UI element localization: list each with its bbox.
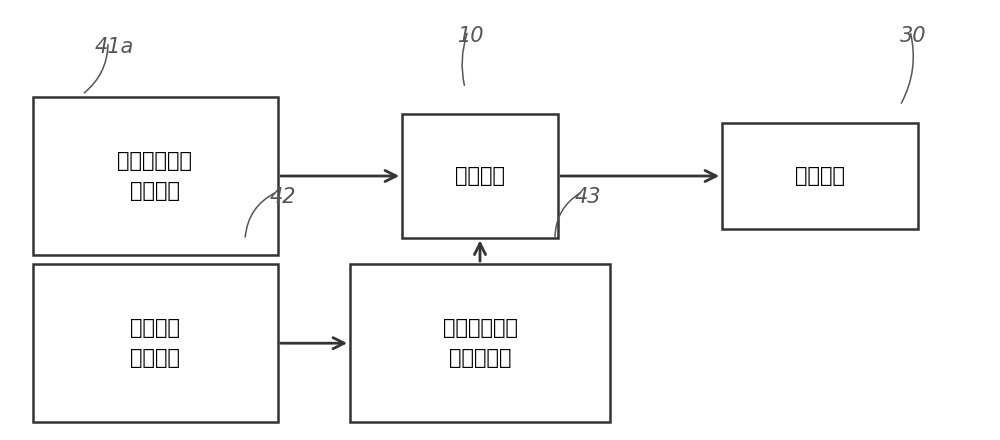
Text: 呼吸信号特征
点提取单元: 呼吸信号特征 点提取单元 [442, 319, 518, 368]
Text: 心跳节律信号
获取单元: 心跳节律信号 获取单元 [118, 151, 192, 201]
Text: 30: 30 [900, 26, 926, 46]
Text: 41a: 41a [95, 37, 134, 57]
Text: 呼吸信号
获取单元: 呼吸信号 获取单元 [130, 319, 180, 368]
Bar [32, 97, 278, 255]
Text: 42: 42 [270, 187, 296, 207]
Bar [402, 114, 558, 238]
Bar [32, 264, 278, 422]
Text: 43: 43 [575, 187, 602, 207]
Bar [722, 123, 918, 229]
Text: 控制单元: 控制单元 [455, 166, 505, 186]
Text: 10: 10 [458, 26, 484, 46]
Text: 反馈单元: 反馈单元 [795, 166, 845, 186]
Bar [350, 264, 610, 422]
